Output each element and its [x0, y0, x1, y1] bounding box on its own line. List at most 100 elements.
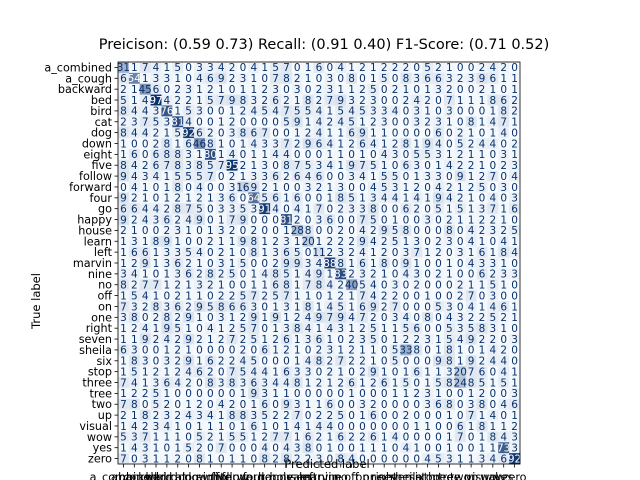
cell-value: 5 — [457, 203, 464, 215]
heatmap-cell — [335, 409, 347, 421]
cell-value: 5 — [348, 193, 355, 205]
cell-value: 0 — [403, 421, 410, 433]
cell-value: 0 — [153, 182, 160, 194]
heatmap-cell — [118, 94, 130, 106]
heatmap-cell — [172, 159, 184, 171]
cell-value: 1 — [359, 410, 366, 422]
cell-value: 6 — [403, 160, 410, 172]
heatmap-cell — [302, 377, 314, 389]
heatmap-cell — [248, 246, 260, 258]
heatmap-cell — [411, 138, 423, 150]
cell-value: 0 — [446, 247, 453, 259]
heatmap-cell — [291, 62, 303, 74]
heatmap-cell — [150, 94, 162, 106]
cell-value: 0 — [381, 410, 388, 422]
cell-value: 5 — [240, 366, 247, 378]
heatmap-cell — [226, 355, 238, 367]
heatmap-cell — [324, 159, 336, 171]
heatmap-cell — [248, 366, 260, 378]
cell-value: 3 — [392, 312, 399, 324]
heatmap-cell — [237, 246, 249, 258]
heatmap-cell — [183, 116, 195, 128]
heatmap-cell — [389, 387, 401, 400]
heatmap-cell — [259, 431, 271, 443]
heatmap-cell — [509, 127, 521, 139]
cell-value: 9 — [424, 138, 431, 150]
cell-value: 0 — [131, 453, 138, 465]
heatmap-cell — [302, 159, 314, 171]
cell-value: 7 — [359, 312, 366, 324]
heatmap-cell — [433, 301, 445, 313]
heatmap-cell — [118, 72, 130, 85]
cell-value: 8 — [381, 258, 388, 270]
heatmap-cell — [237, 420, 249, 432]
cell-value: 5 — [174, 127, 181, 139]
heatmap-cell — [291, 116, 303, 128]
cell-value: 4 — [250, 138, 257, 150]
cell-value: 4 — [261, 366, 268, 378]
cell-value: 2 — [261, 182, 268, 194]
cell-value: 1 — [435, 388, 442, 400]
cell-value: 3 — [359, 203, 366, 215]
heatmap-cell — [476, 224, 488, 237]
cell-value: 1 — [468, 214, 475, 226]
heatmap-cell — [324, 377, 336, 389]
heatmap-cell — [509, 453, 521, 465]
heatmap-cell — [487, 311, 499, 324]
cell-value: 1 — [479, 236, 486, 248]
heatmap-cell — [204, 442, 217, 454]
heatmap-cell — [367, 83, 380, 95]
heatmap-cell — [400, 377, 412, 389]
cell-value: 6 — [272, 193, 279, 205]
cell-value: 6 — [359, 301, 366, 313]
cell-value: 3 — [457, 312, 464, 324]
heatmap-cell — [433, 377, 445, 389]
y-tick-label: on — [98, 300, 112, 313]
cell-value: 1 — [164, 453, 171, 465]
cell-value: 2 — [164, 399, 171, 411]
heatmap-cell — [194, 290, 206, 302]
heatmap-cell — [280, 214, 293, 226]
cell-value: 1 — [327, 106, 334, 118]
heatmap-cell — [433, 235, 445, 247]
cell-value: 0 — [381, 399, 388, 411]
cell-value: 81 — [171, 117, 184, 129]
cell-value: 5 — [185, 106, 192, 118]
heatmap-cell — [498, 127, 510, 139]
heatmap-cell — [204, 257, 217, 269]
heatmap-cell — [324, 420, 336, 432]
cell-value: 5 — [446, 334, 453, 346]
cell-value: 7 — [489, 171, 496, 183]
cell-value: 1 — [164, 280, 171, 292]
heatmap-cell — [161, 127, 173, 139]
heatmap-cell — [172, 148, 184, 161]
heatmap-cell — [509, 279, 521, 291]
heatmap-cell — [128, 203, 141, 215]
cell-value: 6 — [435, 399, 442, 411]
heatmap-cell — [118, 181, 130, 193]
cell-value: 0 — [240, 280, 247, 292]
heatmap-cell — [378, 301, 390, 313]
cell-value: 1 — [294, 334, 301, 346]
cell-value: 4 — [457, 334, 464, 346]
cell-value: 1 — [120, 334, 127, 346]
heatmap-cell — [346, 398, 358, 410]
heatmap-cell — [172, 311, 184, 324]
heatmap-cell — [454, 181, 466, 193]
heatmap-cell — [194, 420, 206, 432]
heatmap-cell — [367, 344, 380, 356]
heatmap-cell — [443, 246, 456, 258]
cell-value: 4 — [196, 247, 203, 259]
cell-value: 3 — [511, 443, 518, 455]
heatmap-cell — [128, 344, 141, 356]
cell-value: 1 — [468, 171, 475, 183]
heatmap-cell — [280, 116, 293, 128]
heatmap-cell — [454, 322, 466, 334]
cell-value: 9 — [370, 366, 377, 378]
cell-value: 0 — [261, 214, 268, 226]
cell-value: 3 — [294, 366, 301, 378]
cell-value: 1 — [489, 247, 496, 259]
cell-value: 5 — [153, 399, 160, 411]
cell-value: 7 — [218, 160, 225, 172]
heatmap-cell — [487, 148, 499, 161]
